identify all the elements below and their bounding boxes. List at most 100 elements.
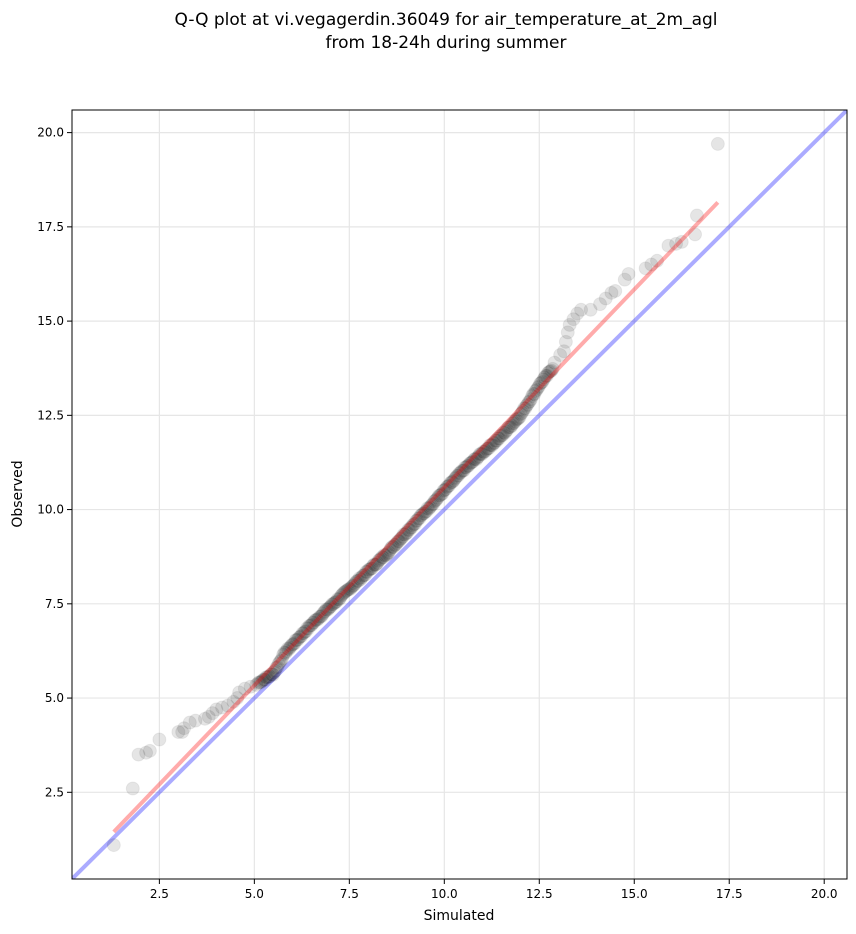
- data-point: [528, 384, 543, 399]
- data-point: [520, 397, 535, 412]
- data-point: [268, 663, 283, 678]
- data-point: [661, 238, 676, 253]
- data-point: [674, 234, 689, 249]
- data-point: [365, 558, 380, 573]
- data-point: [417, 506, 432, 521]
- data-point: [454, 464, 469, 479]
- data-point: [421, 501, 436, 516]
- data-point: [312, 609, 327, 624]
- data-point: [411, 511, 426, 526]
- data-point: [529, 382, 544, 397]
- data-point: [363, 561, 378, 576]
- data-point: [383, 542, 398, 557]
- data-point: [445, 474, 460, 489]
- data-point: [354, 570, 369, 585]
- data-point: [367, 557, 382, 572]
- data-point: [171, 724, 186, 739]
- data-point: [370, 555, 385, 570]
- data-point: [205, 706, 220, 721]
- data-point: [536, 372, 551, 387]
- data-point: [280, 641, 295, 656]
- data-point: [431, 488, 446, 503]
- data-point: [506, 415, 521, 430]
- data-point: [483, 438, 498, 453]
- data-point: [275, 651, 290, 666]
- data-point: [558, 334, 573, 349]
- data-point: [480, 441, 495, 456]
- data-point: [334, 588, 349, 603]
- data-point: [279, 644, 294, 659]
- data-point: [270, 659, 285, 674]
- data-point: [106, 838, 121, 853]
- data-point: [295, 626, 310, 641]
- data-point: [593, 297, 608, 312]
- data-point: [509, 412, 524, 427]
- data-point: [443, 476, 458, 491]
- data-point: [434, 487, 449, 502]
- data-point: [343, 581, 358, 596]
- y-axis-label: Observed: [10, 460, 26, 527]
- data-point: [405, 518, 420, 533]
- data-point: [293, 629, 308, 644]
- chart-title-line2: from 18-24h during summer: [326, 33, 567, 53]
- data-point: [502, 420, 517, 435]
- data-point: [261, 669, 276, 684]
- data-point: [253, 675, 268, 690]
- data-point: [542, 364, 557, 379]
- data-point: [384, 540, 399, 555]
- data-point: [394, 531, 409, 546]
- data-point: [408, 516, 423, 531]
- data-point: [311, 611, 326, 626]
- data-point: [617, 272, 632, 287]
- data-point: [376, 550, 391, 565]
- x-tick-label: 7.5: [340, 887, 359, 901]
- data-point: [452, 466, 467, 481]
- data-point: [355, 568, 370, 583]
- data-point: [439, 480, 454, 495]
- data-point: [353, 572, 368, 587]
- data-point: [344, 580, 359, 595]
- data-point: [464, 455, 479, 470]
- data-point: [415, 506, 430, 521]
- data-point: [359, 564, 374, 579]
- data-point: [534, 375, 549, 390]
- data-point: [307, 613, 322, 628]
- data-point: [492, 431, 507, 446]
- y-tick-label: 20.0: [37, 126, 64, 140]
- data-point: [352, 571, 367, 586]
- data-point: [320, 602, 335, 617]
- data-point: [418, 504, 433, 519]
- data-point: [638, 261, 653, 276]
- data-point: [669, 236, 684, 251]
- data-point: [426, 496, 441, 511]
- data-point: [125, 781, 140, 796]
- data-point: [314, 608, 329, 623]
- data-point: [260, 670, 275, 685]
- data-point: [547, 355, 562, 370]
- data-point: [472, 447, 487, 462]
- data-point: [362, 562, 377, 577]
- data-point: [398, 526, 413, 541]
- data-point: [331, 592, 346, 607]
- data-point: [329, 594, 344, 609]
- reference-lines: [72, 110, 847, 879]
- data-point: [420, 501, 435, 516]
- data-point: [393, 532, 408, 547]
- data-point: [562, 317, 577, 332]
- data-point: [446, 473, 461, 488]
- data-point: [517, 401, 532, 416]
- data-point: [650, 253, 665, 268]
- data-point: [237, 681, 252, 696]
- data-point: [361, 562, 376, 577]
- data-point: [188, 713, 203, 728]
- data-point: [514, 405, 529, 420]
- data-point: [461, 458, 476, 473]
- data-point: [403, 520, 418, 535]
- data-point: [290, 632, 305, 647]
- data-point: [486, 436, 501, 451]
- data-point: [387, 538, 402, 553]
- data-point: [322, 600, 337, 615]
- data-point: [476, 444, 491, 459]
- data-point: [427, 494, 442, 509]
- data-point: [574, 302, 589, 317]
